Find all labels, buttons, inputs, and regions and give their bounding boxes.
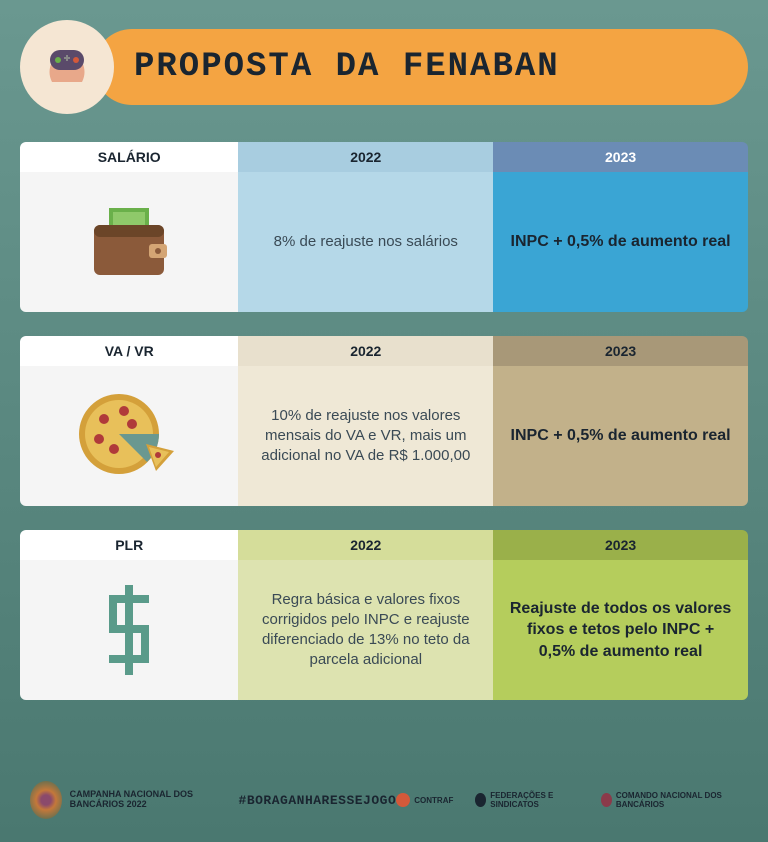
footer-logo-2: FEDERAÇÕES E SINDICATOS: [475, 791, 579, 809]
row-plr: PLR 2022 Regra básica e valores fixos co…: [20, 530, 748, 700]
pizza-icon: [74, 389, 184, 484]
footer: CAMPANHA NACIONAL DOS BANCÁRIOS 2022 #BO…: [20, 778, 748, 822]
controller-icon: [32, 32, 102, 102]
category-col: PLR: [20, 530, 238, 700]
year1-text: Regra básica e valores fixos corrigidos …: [238, 560, 493, 700]
year2-col: 2023 INPC + 0,5% de aumento real: [493, 336, 748, 506]
category-label: SALÁRIO: [20, 142, 238, 172]
content-rows: SALÁRIO 2022 8% de reajuste nos salários…: [20, 142, 748, 758]
year1-header: 2022: [238, 530, 493, 560]
category-icon-cell: [20, 172, 238, 312]
category-icon-cell: [20, 366, 238, 506]
header-icon: [20, 20, 114, 114]
category-col: VA / VR: [20, 336, 238, 506]
year2-text: INPC + 0,5% de aumento real: [493, 366, 748, 506]
year1-text: 8% de reajuste nos salários: [238, 172, 493, 312]
wallet-icon: [79, 200, 179, 285]
page-title: PROPOSTA DA FENABAN: [134, 48, 560, 86]
campaign-icon: [30, 781, 62, 819]
category-icon-cell: [20, 560, 238, 700]
year2-text: Reajuste de todos os valores fixos e tet…: [493, 560, 748, 700]
year2-header: 2023: [493, 530, 748, 560]
footer-logo-1: CONTRAF: [396, 793, 453, 807]
year1-col: 2022 Regra básica e valores fixos corrig…: [238, 530, 493, 700]
footer-logo-3: COMANDO NACIONAL DOS BANCÁRIOS: [601, 791, 738, 809]
hashtag: #BORAGANHARESSEJOGO: [239, 793, 397, 808]
year1-text: 10% de reajuste nos valores mensais do V…: [238, 366, 493, 506]
category-col: SALÁRIO: [20, 142, 238, 312]
year1-header: 2022: [238, 336, 493, 366]
year1-col: 2022 8% de reajuste nos salários: [238, 142, 493, 312]
category-label: VA / VR: [20, 336, 238, 366]
footer-logos: CONTRAF FEDERAÇÕES E SINDICATOS COMANDO …: [396, 791, 738, 809]
header: PROPOSTA DA FENABAN: [20, 20, 748, 114]
campaign-text: CAMPANHA NACIONAL DOS BANCÁRIOS 2022: [70, 790, 239, 810]
row-vavr: VA / VR 2022 10% de reaju: [20, 336, 748, 506]
year2-header: 2023: [493, 336, 748, 366]
category-label: PLR: [20, 530, 238, 560]
row-salario: SALÁRIO 2022 8% de reajuste nos salários…: [20, 142, 748, 312]
title-bar: PROPOSTA DA FENABAN: [94, 29, 748, 105]
year1-col: 2022 10% de reajuste nos valores mensais…: [238, 336, 493, 506]
footer-campaign: CAMPANHA NACIONAL DOS BANCÁRIOS 2022: [30, 781, 239, 819]
dollar-icon: [89, 580, 169, 680]
year2-col: 2023 Reajuste de todos os valores fixos …: [493, 530, 748, 700]
year2-text: INPC + 0,5% de aumento real: [493, 172, 748, 312]
year1-header: 2022: [238, 142, 493, 172]
year2-col: 2023 INPC + 0,5% de aumento real: [493, 142, 748, 312]
year2-header: 2023: [493, 142, 748, 172]
